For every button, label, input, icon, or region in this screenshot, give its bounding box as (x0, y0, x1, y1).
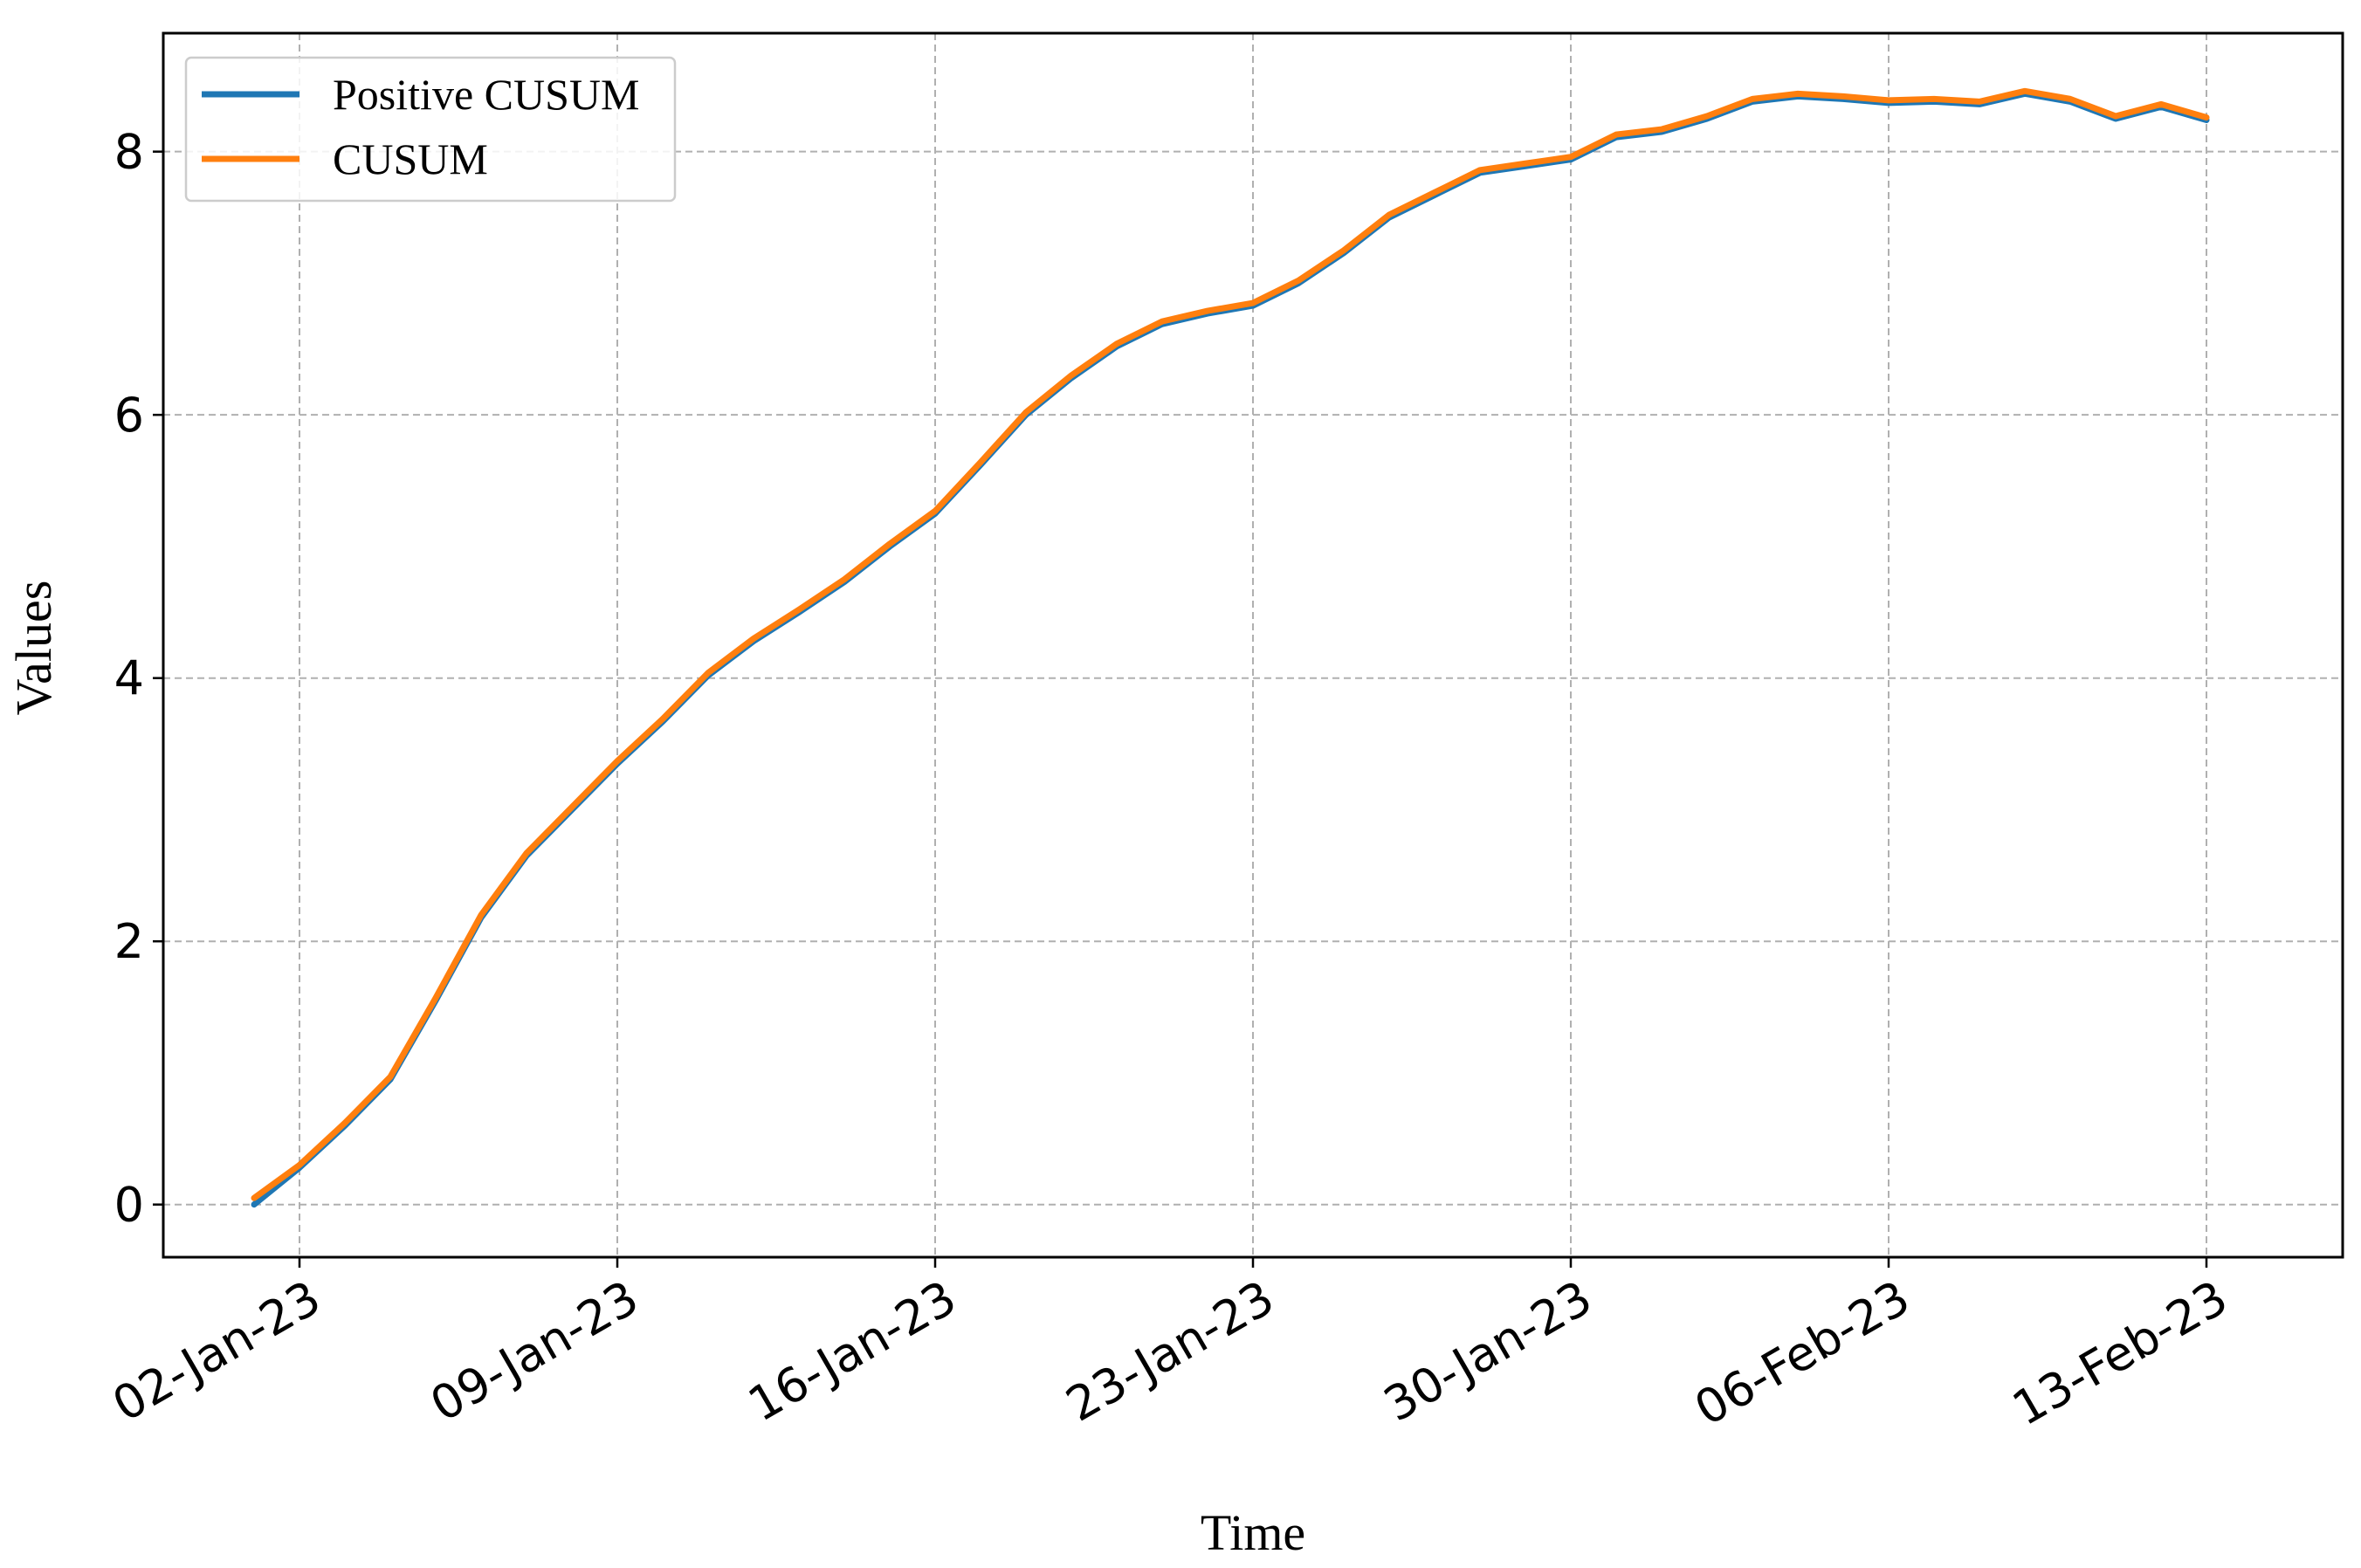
x-tick-label: 30-Jan-23 (1375, 1270, 1601, 1433)
x-tick-label: 06-Feb-23 (1685, 1270, 1918, 1437)
y-tick-label: 2 (114, 914, 144, 969)
x-tick-label: 09-Jan-23 (422, 1270, 648, 1433)
legend-label: CUSUM (333, 134, 488, 183)
x-tick-label: 02-Jan-23 (104, 1270, 330, 1433)
x-tick-label: 13-Feb-23 (2003, 1270, 2236, 1437)
y-tick-label: 6 (114, 388, 144, 443)
legend-box (184, 56, 677, 203)
legend: Positive CUSUM CUSUM (184, 56, 677, 203)
x-tick-label: 16-Jan-23 (740, 1270, 966, 1433)
x-axis-label: Time (1201, 1504, 1305, 1561)
legend-label: Positive CUSUM (333, 70, 639, 119)
y-tick-label: 4 (114, 651, 144, 706)
line-series (251, 90, 2210, 1208)
line-series (251, 87, 2210, 1201)
x-tick-label: 23-Jan-23 (1057, 1270, 1284, 1433)
y-axis-label: Values (5, 581, 62, 716)
y-tick-label: 0 (114, 1178, 144, 1233)
plot-frame (162, 31, 2344, 1259)
y-tick-label: 8 (114, 125, 144, 180)
